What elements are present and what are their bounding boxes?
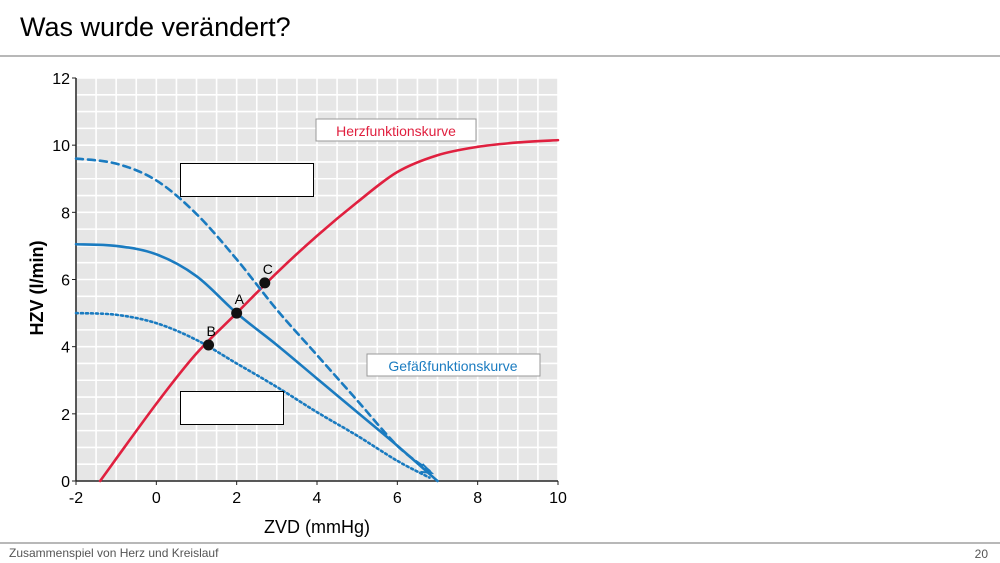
heart-curve-legend: Herzfunktionskurve [315,118,477,142]
point-b [203,339,215,351]
x-tick-label: 10 [549,490,567,507]
x-tick-label: 6 [393,490,402,507]
answer-box-bottom[interactable] [180,391,284,425]
point-label-b: B [207,323,216,339]
operating-points: A B C [203,261,273,351]
series-lines [74,138,560,483]
answer-box-top[interactable] [180,163,314,197]
vascular-curve-normal [74,242,439,483]
y-tick-label: 8 [61,205,70,222]
title-divider [0,55,1000,57]
x-tick-label: 0 [152,490,161,507]
heart-curve-label: Herzfunktionskurve [336,123,456,139]
y-tick-label: 12 [52,71,70,88]
y-axis-label: HZV (l/min) [27,241,47,336]
y-tick-labels: 0 2 4 6 8 10 12 [52,71,76,491]
footer-divider [0,542,1000,544]
y-tick-label: 4 [61,340,70,357]
y-tick-label: 0 [61,474,70,491]
point-label-a: A [235,291,245,307]
point-a [231,307,243,319]
x-tick-label: 8 [473,490,482,507]
point-label-c: C [263,261,273,277]
slide-title: Was wurde verändert? [20,12,291,42]
footer-text: Zusammenspiel von Herz und Kreislauf [9,546,219,560]
vascular-curve-dotted [74,311,431,479]
y-tick-label: 6 [61,273,70,290]
heart-function-curve [98,138,560,483]
x-tick-label: 2 [232,490,241,507]
vascular-curve-label: Gefäßfunktionskurve [388,358,517,374]
y-tick-label: 2 [61,407,70,424]
y-tick-label: 10 [52,138,70,155]
dashed-curve-arrowhead [420,463,435,475]
x-axis-label: ZVD (mmHg) [264,517,370,537]
page-number: 20 [974,547,988,561]
vascular-curve-dashed [74,157,431,473]
x-tick-label: 4 [313,490,322,507]
point-c [259,277,271,289]
vascular-curve-legend: Gefäßfunktionskurve [366,353,541,377]
x-tick-labels: -2 0 2 4 6 8 10 [69,481,567,507]
x-tick-label: -2 [69,490,83,507]
